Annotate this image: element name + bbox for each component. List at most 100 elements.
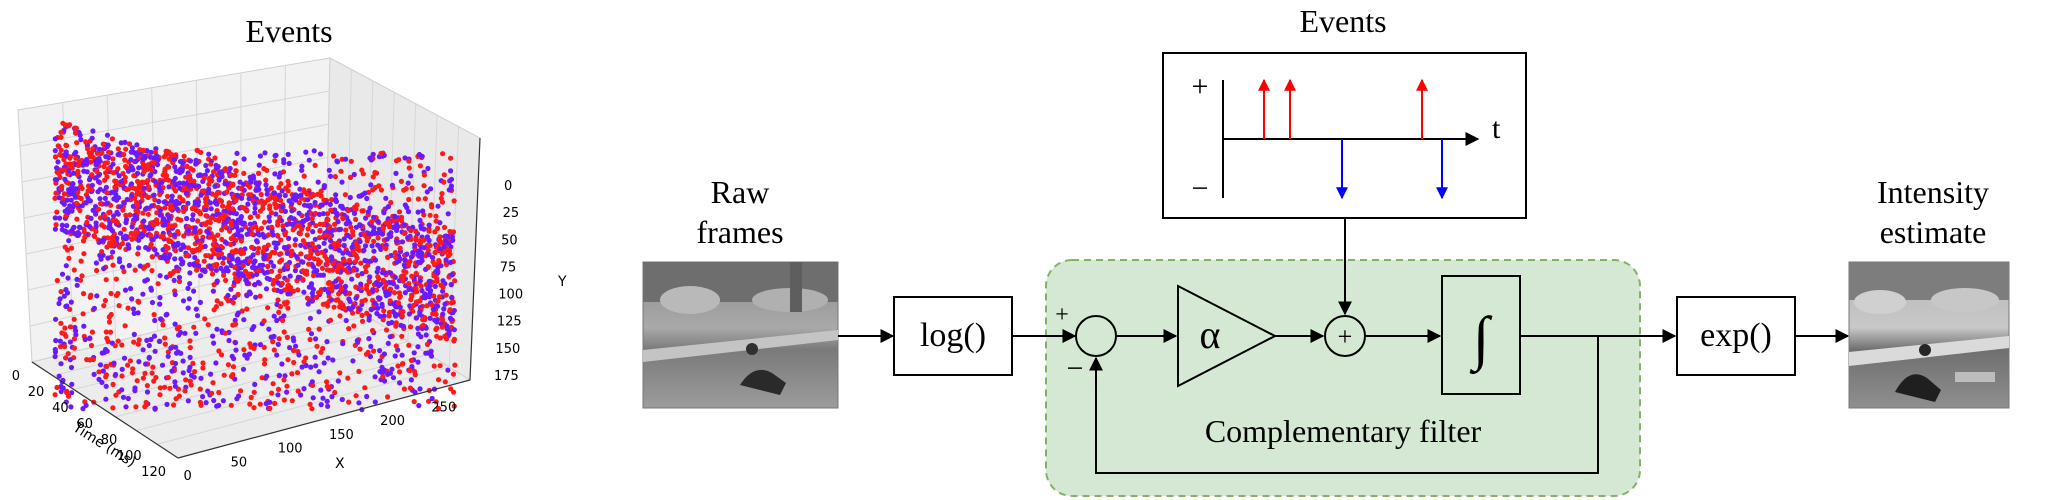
event-point xyxy=(307,336,313,343)
event-point xyxy=(436,405,442,412)
event-point xyxy=(312,245,318,251)
event-point xyxy=(74,276,80,282)
event-point xyxy=(347,290,353,296)
event-point xyxy=(329,394,335,400)
event-point xyxy=(274,232,281,238)
event-point xyxy=(327,234,333,240)
event-point xyxy=(186,224,192,230)
event-point xyxy=(233,221,239,228)
event-point xyxy=(281,377,287,383)
event-point xyxy=(356,247,362,253)
event-point xyxy=(62,344,68,350)
x-tick-label: 100 xyxy=(278,442,303,457)
event-point xyxy=(400,278,406,284)
event-point xyxy=(63,355,69,361)
event-point xyxy=(174,206,180,212)
event-point xyxy=(271,240,277,246)
event-point xyxy=(78,183,84,189)
event-point xyxy=(108,226,114,232)
event-point xyxy=(151,378,157,384)
event-point xyxy=(125,305,131,311)
event-point xyxy=(340,250,346,256)
event-point xyxy=(395,300,401,306)
event-point xyxy=(251,389,257,395)
event-point xyxy=(304,254,310,260)
event-point xyxy=(375,295,381,301)
y-tick-label: 0 xyxy=(504,179,512,194)
event-point xyxy=(357,306,363,312)
event-point xyxy=(429,302,435,308)
event-point xyxy=(228,172,234,178)
event-point xyxy=(172,291,178,298)
event-point xyxy=(415,196,421,202)
event-point xyxy=(123,233,129,239)
event-point xyxy=(157,392,163,398)
event-point xyxy=(278,251,284,257)
event-point xyxy=(200,365,206,371)
event-point xyxy=(435,203,441,209)
event-point xyxy=(306,261,312,267)
event-point xyxy=(256,170,262,176)
event-point xyxy=(67,203,73,209)
event-point xyxy=(185,305,191,311)
event-point xyxy=(88,159,94,165)
event-point xyxy=(209,390,215,396)
time-axis-t-label: t xyxy=(1492,112,1501,145)
event-point xyxy=(149,254,155,260)
events-plus-sign: + xyxy=(1192,70,1209,103)
junction-plus-sign: + xyxy=(1055,302,1069,328)
event-point xyxy=(418,244,424,250)
event-point xyxy=(338,279,344,285)
event-point xyxy=(390,301,396,307)
event-point xyxy=(260,202,266,208)
event-point xyxy=(98,201,104,207)
event-point xyxy=(270,381,276,387)
event-point xyxy=(412,389,418,395)
event-point xyxy=(253,294,259,300)
event-point xyxy=(271,263,277,269)
event-point xyxy=(76,162,82,169)
event-point xyxy=(162,205,168,211)
event-point xyxy=(361,231,367,237)
event-point xyxy=(223,219,229,225)
event-point xyxy=(61,331,68,337)
event-point xyxy=(68,299,74,305)
event-point xyxy=(183,190,189,196)
event-point xyxy=(231,356,237,362)
event-point xyxy=(336,227,342,233)
event-point xyxy=(327,201,333,207)
event-point xyxy=(440,151,446,157)
event-point xyxy=(423,332,429,338)
event-point xyxy=(358,260,364,266)
event-point xyxy=(173,344,179,350)
event-point xyxy=(301,359,307,365)
event-point xyxy=(164,401,170,407)
event-point xyxy=(396,157,402,163)
event-point xyxy=(119,366,125,372)
event-point xyxy=(333,297,339,303)
event-point xyxy=(372,374,378,380)
event-point xyxy=(185,200,191,206)
event-point xyxy=(79,273,85,279)
event-point xyxy=(157,273,163,279)
event-point xyxy=(293,180,299,186)
y-axis-label: Y xyxy=(557,274,567,290)
event-point xyxy=(425,286,431,292)
event-point xyxy=(372,257,379,263)
event-point xyxy=(252,381,258,387)
event-point xyxy=(167,273,173,279)
event-point xyxy=(290,222,296,228)
event-point xyxy=(298,392,304,398)
event-point xyxy=(261,344,267,350)
event-point xyxy=(261,234,267,240)
event-point xyxy=(399,239,406,245)
event-point xyxy=(298,242,304,248)
event-point xyxy=(227,165,233,172)
event-point xyxy=(217,215,223,221)
event-point xyxy=(381,308,387,314)
event-point xyxy=(66,168,72,174)
event-point xyxy=(345,232,351,238)
event-point xyxy=(287,273,293,279)
event-point xyxy=(110,381,116,387)
event-point xyxy=(304,295,311,301)
